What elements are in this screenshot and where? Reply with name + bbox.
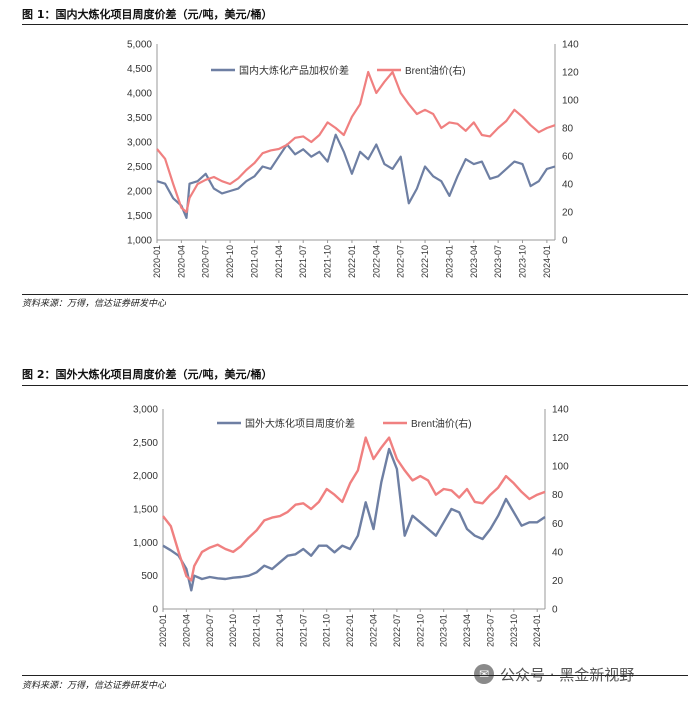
- legend-label: Brent油价(右): [411, 417, 472, 430]
- y-right-tick-label: 100: [552, 462, 569, 473]
- x-tick-label: 2021-07: [298, 245, 308, 278]
- y-left-tick-label: 2,000: [127, 187, 152, 198]
- y-right-tick-label: 140: [552, 405, 569, 416]
- y-right-tick-label: 140: [562, 40, 579, 51]
- x-tick-label: 2020-07: [205, 614, 215, 647]
- x-tick-label: 2024-01: [542, 245, 552, 278]
- x-tick-label: 2021-10: [323, 245, 333, 278]
- legend-label: Brent油价(右): [405, 64, 466, 77]
- x-tick-label: 2021-04: [275, 614, 285, 647]
- y-left-tick-label: 0: [152, 605, 158, 616]
- x-tick-label: 2022-10: [420, 245, 430, 278]
- y-left-tick-label: 1,000: [133, 538, 158, 549]
- y-right-tick-label: 20: [562, 208, 574, 219]
- figure-1-source-rule: [22, 294, 688, 295]
- y-right-tick-label: 0: [552, 605, 558, 616]
- x-tick-label: 2023-01: [444, 245, 454, 278]
- x-tick-label: 2021-04: [274, 245, 284, 278]
- x-tick-label: 2020-10: [225, 245, 235, 278]
- chart-domestic-spread: 1,000 1,500 2,000 2,500 3,000 3,500 4,000 4,500…: [127, 40, 579, 279]
- y-right-tick-label: 40: [562, 180, 574, 191]
- x-tick-label: 2022-01: [347, 245, 357, 278]
- x-tick-label: 2022-07: [392, 614, 402, 647]
- x-tick-label: 2022-01: [345, 614, 355, 647]
- y-left-tick-label: 5,000: [127, 40, 152, 51]
- x-tick-label: 2021-01: [252, 614, 262, 647]
- x-tick-label: 2022-04: [368, 614, 378, 647]
- figure-2-title: 图 2：国外大炼化项目周度价差（元/吨，美元/桶）: [22, 368, 273, 381]
- y-left-tick-label: 1,000: [127, 236, 152, 247]
- y-right-tick-label: 40: [552, 547, 564, 558]
- y-right-tick-label: 80: [552, 490, 564, 501]
- x-tick-label: 2020-04: [176, 245, 186, 278]
- y-right-tick-label: 120: [552, 433, 569, 444]
- watermark-text: 公众号 · 黑金新视野: [500, 665, 635, 684]
- figure-2-title-rule: [22, 385, 688, 386]
- y-left-tick-label: 500: [141, 571, 158, 582]
- y-right-tick-label: 120: [562, 68, 579, 79]
- series-line-spread: [156, 133, 556, 219]
- y-right-tick-label: 60: [552, 519, 564, 530]
- chart-overseas-spread: 0 500 1,000 1,500 2,000 2,500 3,000 0 20 40 60 80 10…: [133, 405, 569, 648]
- y-right-tick-label: 80: [562, 124, 574, 135]
- x-tick-label: 2022-10: [415, 614, 425, 647]
- figure-1-title-rule: [22, 24, 688, 25]
- y-left-tick-label: 4,000: [127, 89, 152, 100]
- y-right-tick-label: 0: [562, 236, 568, 247]
- x-tick-label: 2020-01: [152, 245, 162, 278]
- legend-label: 国内大炼化产品加权价差: [239, 64, 349, 77]
- figure-1-title: 图 1：国内大炼化项目周度价差（元/吨，美元/桶）: [22, 8, 273, 21]
- x-tick-label: 2023-07: [485, 614, 495, 647]
- x-tick-label: 2020-07: [201, 245, 211, 278]
- y-left-tick-label: 2,500: [127, 162, 152, 173]
- x-tick-label: 2023-10: [518, 245, 528, 278]
- figure-2-source-rule: [22, 675, 688, 676]
- x-tick-label: 2020-04: [181, 614, 191, 647]
- figure-1-source: 资料来源：万得，信达证券研发中心: [22, 299, 167, 309]
- figure-2-source: 资料来源：万得，信达证券研发中心: [22, 681, 167, 691]
- x-tick-label: 2023-04: [469, 245, 479, 278]
- x-tick-label: 2021-10: [322, 614, 332, 647]
- watermark: ✉ 公众号 · 黑金新视野: [474, 662, 634, 686]
- x-tick-label: 2023-10: [509, 614, 519, 647]
- x-tick-label: 2023-04: [462, 614, 472, 647]
- x-tick-label: 2024-01: [532, 614, 542, 647]
- y-left-tick-label: 3,000: [127, 138, 152, 149]
- y-left-tick-label: 2,500: [133, 438, 158, 449]
- y-right-tick-label: 20: [552, 576, 564, 587]
- y-right-tick-label: 60: [562, 152, 574, 163]
- x-tick-label: 2020-01: [158, 614, 168, 647]
- y-left-tick-label: 1,500: [133, 505, 158, 516]
- x-tick-label: 2022-04: [371, 245, 381, 278]
- legend-label: 国外大炼化项目周度价差: [245, 417, 355, 430]
- series-line-brent: [156, 70, 556, 214]
- wechat-icon: ✉: [474, 664, 494, 684]
- series-line-spread: [162, 447, 546, 592]
- x-tick-label: 2023-01: [439, 614, 449, 647]
- y-left-tick-label: 1,500: [127, 211, 152, 222]
- x-tick-label: 2023-07: [493, 245, 503, 278]
- y-left-tick-label: 3,500: [127, 113, 152, 124]
- x-tick-label: 2021-01: [249, 245, 259, 278]
- y-left-tick-label: 3,000: [133, 405, 158, 416]
- y-left-tick-label: 2,000: [133, 471, 158, 482]
- series-line-brent: [162, 436, 546, 582]
- y-left-tick-label: 4,500: [127, 64, 152, 75]
- x-tick-label: 2021-07: [298, 614, 308, 647]
- x-tick-label: 2022-07: [396, 245, 406, 278]
- x-tick-label: 2020-10: [228, 614, 238, 647]
- y-right-tick-label: 100: [562, 96, 579, 107]
